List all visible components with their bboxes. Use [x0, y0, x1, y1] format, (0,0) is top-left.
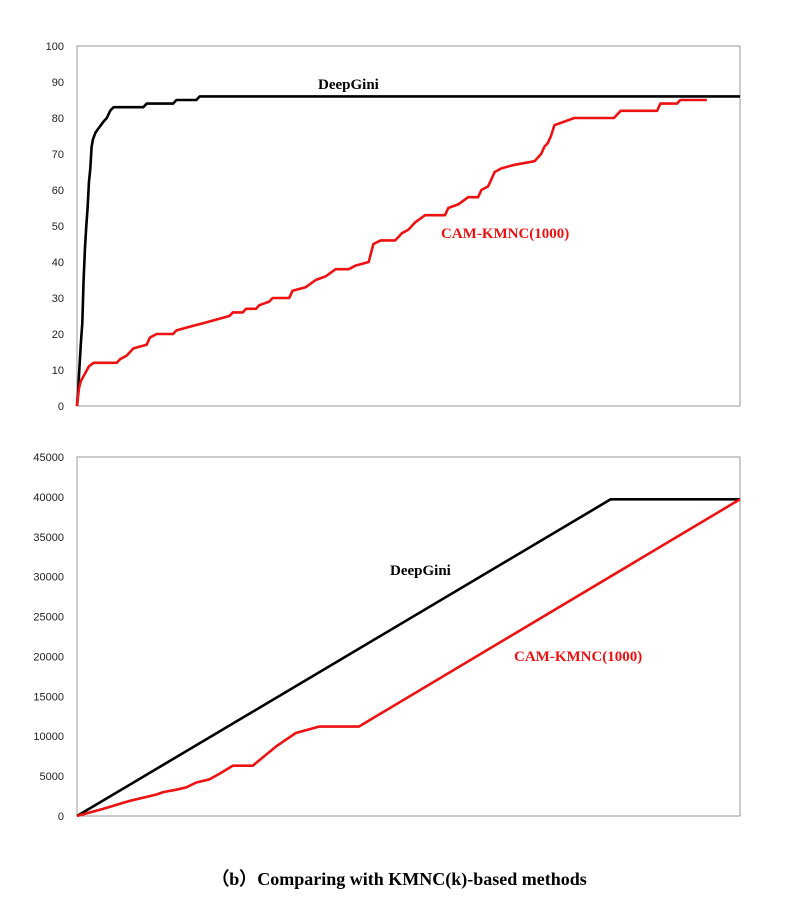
- chart-bottom-y-tick-5000: 5000: [40, 771, 64, 783]
- chart-bottom-series-cam-kmnc-1000-line: [76, 498, 741, 818]
- chart-bottom-y-tick-0: 0: [58, 811, 64, 823]
- chart-bottom-plot-area: [76, 456, 741, 817]
- chart-top-y-tick-50: 50: [52, 221, 64, 233]
- chart-bottom-label-cam-kmnc: CAM-KMNC(1000): [514, 649, 642, 665]
- chart-top-series: [75, 95, 740, 407]
- chart-bottom-y-tick-20000: 20000: [33, 651, 64, 663]
- chart-bottom-y-tick-labels: 0 5000 10000 15000 20000 25000 30000 35000 40000…: [33, 452, 64, 823]
- chart-bottom-series: [76, 497, 741, 818]
- chart-top-y-tick-40: 40: [52, 257, 64, 269]
- chart-bottom-y-tick-15000: 15000: [33, 691, 64, 703]
- chart-top-y-tick-70: 70: [52, 149, 64, 161]
- chart-bottom-y-tick-40000: 40000: [33, 492, 64, 504]
- chart-top-y-tick-10: 10: [52, 365, 64, 377]
- chart-top-y-tick-100: 100: [46, 41, 64, 53]
- chart-top-plot-area: [76, 45, 741, 407]
- chart-bottom-y-tick-30000: 30000: [33, 572, 64, 584]
- chart-top-y-tick-30: 30: [52, 293, 64, 305]
- chart-bottom-y-tick-35000: 35000: [33, 532, 64, 544]
- chart-top-y-tick-90: 90: [52, 77, 64, 89]
- chart-bottom-y-tick-10000: 10000: [33, 731, 64, 743]
- chart-top-label-cam-kmnc: CAM-KMNC(1000): [441, 226, 569, 242]
- chart-bottom-y-tick-45000: 45000: [33, 452, 64, 464]
- chart-top-label-deepgini: DeepGini: [318, 77, 379, 93]
- chart-bottom: 0 5000 10000 15000 20000 25000 30000 35000 40000…: [33, 452, 741, 823]
- chart-top-series-cam-kmnc-1000-line: [75, 98, 707, 407]
- chart-bottom-y-tick-25000: 25000: [33, 612, 64, 624]
- chart-bottom-label-deepgini: DeepGini: [390, 563, 451, 579]
- chart-top-y-tick-0: 0: [58, 401, 64, 413]
- figure-caption: （b）Comparing with KMNC(k)-based methods: [211, 869, 587, 890]
- chart-bottom-series-deepgini-line: [76, 497, 740, 818]
- chart-top-y-tick-labels: 0 10 20 30 40 50 60 70 80 90 100: [46, 41, 64, 413]
- chart-top-y-tick-80: 80: [52, 113, 64, 125]
- chart-top-y-tick-20: 20: [52, 329, 64, 341]
- chart-top: 0 10 20 30 40 50 60 70 80 90 100 DeepGini CAM-KMNC…: [46, 41, 741, 413]
- chart-top-y-tick-60: 60: [52, 185, 64, 197]
- chart-top-series-deepgini-line: [75, 95, 740, 407]
